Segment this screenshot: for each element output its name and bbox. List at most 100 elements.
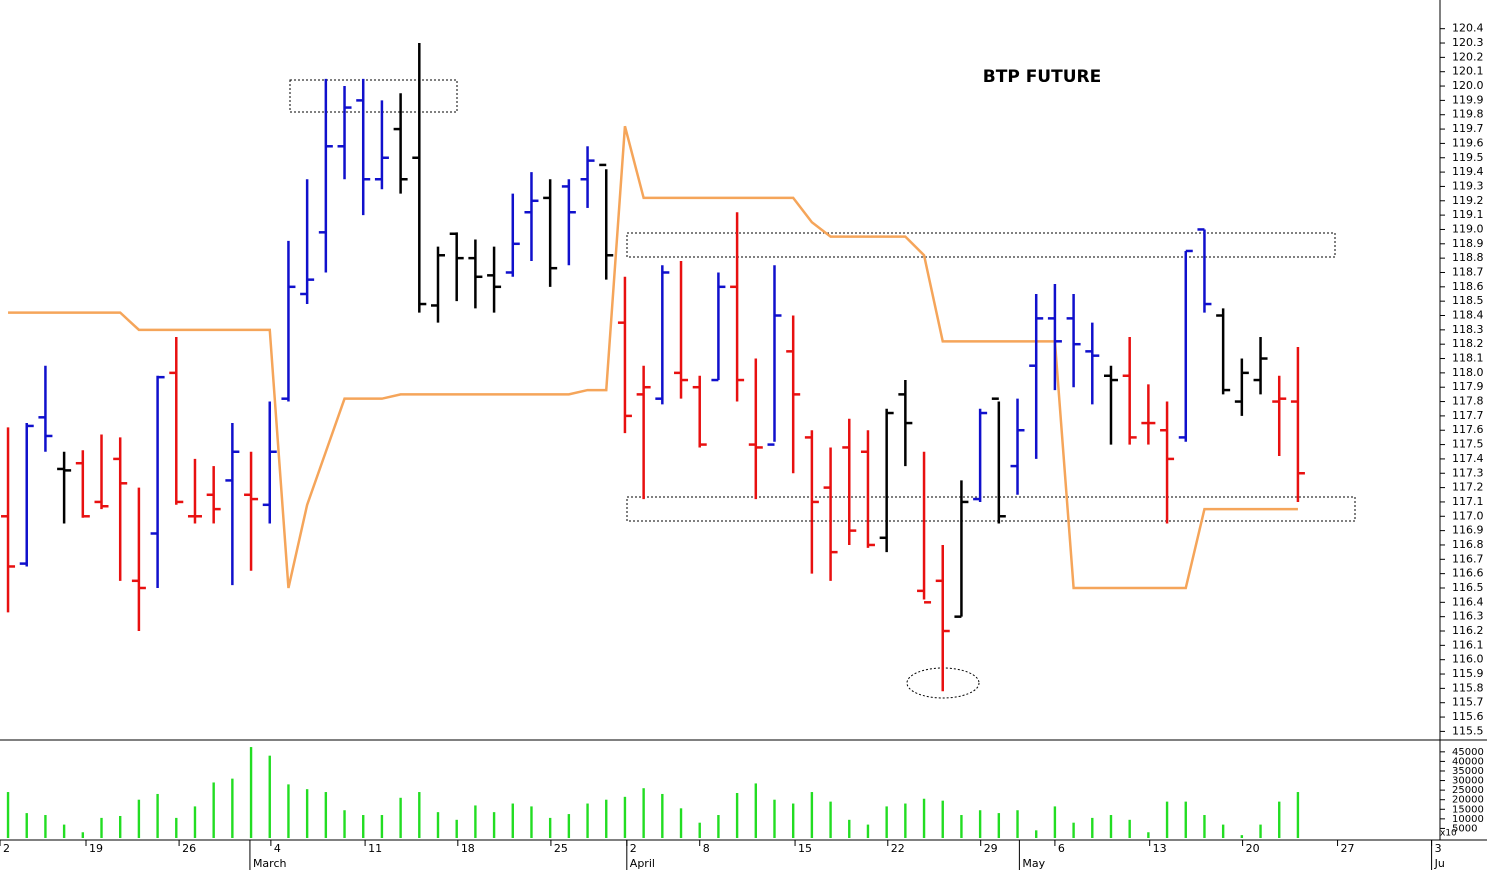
y-tick-label: 118.5 xyxy=(1452,294,1484,307)
volume-bar xyxy=(268,755,271,838)
y-tick-label: 116.2 xyxy=(1452,624,1484,637)
volume-bar xyxy=(193,806,197,838)
volume-bar xyxy=(1072,822,1075,838)
y-tick-label: 117.9 xyxy=(1452,380,1484,393)
volume-bar xyxy=(362,815,365,838)
x-tick-label: 3 xyxy=(1435,842,1442,855)
volume-bar xyxy=(231,778,234,838)
volume-bar xyxy=(698,822,701,838)
volume-bar xyxy=(1203,815,1206,838)
y-tick-label: 117.1 xyxy=(1452,495,1484,508)
y-tick-label: 119.5 xyxy=(1452,151,1484,164)
y-tick-label: 115.5 xyxy=(1452,724,1484,737)
y-tick-label: 119.9 xyxy=(1452,93,1484,106)
y-tick-label: 120.1 xyxy=(1452,65,1484,78)
volume-bar xyxy=(1165,801,1169,838)
month-label: March xyxy=(253,857,287,870)
volume-bar xyxy=(212,782,215,838)
x-tick-label: 25 xyxy=(554,842,568,855)
zone-box xyxy=(289,79,458,113)
volume-bar xyxy=(156,793,159,838)
y-tick-label: 118.3 xyxy=(1452,323,1484,336)
x-tick-label: 15 xyxy=(798,842,812,855)
volume-bar xyxy=(511,803,514,838)
volume-tick-label: 10000 xyxy=(1452,814,1484,825)
volume-bar xyxy=(380,815,384,838)
y-tick-label: 116.0 xyxy=(1452,653,1484,666)
volume-bar xyxy=(119,815,122,838)
y-tick-label: 117.7 xyxy=(1452,409,1484,422)
volume-bar xyxy=(661,793,664,838)
volume-bar xyxy=(455,819,458,838)
y-tick-label: 118.8 xyxy=(1452,251,1484,264)
x-tick-label: 6 xyxy=(1058,842,1065,855)
volume-bar xyxy=(530,806,533,838)
y-tick-label: 119.0 xyxy=(1452,222,1484,235)
volume-bar xyxy=(399,797,402,838)
volume-bar xyxy=(810,792,814,838)
y-tick-label: 116.1 xyxy=(1452,638,1484,651)
zone-box xyxy=(626,232,1336,258)
volume-bar xyxy=(1109,815,1113,838)
volume-tick-label: 15000 xyxy=(1452,804,1484,815)
volume-bar xyxy=(62,824,66,838)
volume-bar xyxy=(1240,835,1244,838)
volume-bar xyxy=(773,799,776,838)
y-tick-label: 115.7 xyxy=(1452,696,1484,709)
y-tick-label: 119.7 xyxy=(1452,122,1484,135)
volume-bar xyxy=(960,815,963,838)
volume-bar xyxy=(1296,792,1300,838)
volume-bar xyxy=(922,798,926,838)
y-tick-label: 119.1 xyxy=(1452,208,1484,221)
x-tick-label: 13 xyxy=(1153,842,1167,855)
volume-bar xyxy=(548,817,552,838)
y-tick-label: 120.4 xyxy=(1452,22,1484,35)
volume-bar xyxy=(175,817,178,838)
volume-bar xyxy=(829,801,832,838)
volume-bar xyxy=(44,815,47,838)
x-tick-label: 8 xyxy=(703,842,710,855)
volume-tick-label: 30000 xyxy=(1452,776,1484,787)
volume-tick-label: 5000 xyxy=(1452,823,1477,834)
volume-bar xyxy=(1184,801,1187,838)
y-tick-label: 119.6 xyxy=(1452,136,1484,149)
volume-bar xyxy=(941,800,944,838)
volume-bar xyxy=(885,806,888,838)
y-tick-label: 116.7 xyxy=(1452,552,1484,565)
volume-bar xyxy=(1016,810,1019,838)
y-tick-label: 118.1 xyxy=(1452,352,1484,365)
y-tick-label: 115.6 xyxy=(1452,710,1484,723)
volume-bar xyxy=(1128,819,1131,838)
y-tick-label: 119.4 xyxy=(1452,165,1484,178)
y-tick-label: 119.2 xyxy=(1452,194,1484,207)
volume-bar xyxy=(605,799,608,838)
volume-tick-label: 40000 xyxy=(1452,756,1484,767)
month-label: May xyxy=(1022,857,1045,870)
month-label: Ju xyxy=(1434,857,1445,870)
x-tick-label: 18 xyxy=(461,842,475,855)
volume-bar xyxy=(343,810,346,838)
volume-bar xyxy=(474,805,477,838)
y-tick-label: 118.0 xyxy=(1452,366,1484,379)
y-tick-label: 118.2 xyxy=(1452,337,1484,350)
volume-bar xyxy=(735,793,739,838)
y-tick-label: 119.8 xyxy=(1452,108,1484,121)
y-tick-label: 120.2 xyxy=(1452,50,1484,63)
volume-bar xyxy=(717,815,720,838)
y-tick-label: 118.7 xyxy=(1452,265,1484,278)
y-tick-label: 120.3 xyxy=(1452,36,1484,49)
volume-bar xyxy=(978,810,982,838)
x-tick-label: 2 xyxy=(630,842,637,855)
y-tick-label: 117.6 xyxy=(1452,423,1484,436)
volume-bar xyxy=(1053,806,1057,838)
y-tick-label: 117.8 xyxy=(1452,395,1484,408)
y-tick-label: 116.5 xyxy=(1452,581,1484,594)
x-tick-label: 29 xyxy=(984,842,998,855)
x-tick-label: 27 xyxy=(1341,842,1355,855)
volume-bar xyxy=(1259,824,1262,838)
y-tick-label: 117.2 xyxy=(1452,481,1484,494)
x-tick-label: 4 xyxy=(274,842,281,855)
volume-bar xyxy=(249,747,253,838)
zone-box xyxy=(626,496,1356,522)
